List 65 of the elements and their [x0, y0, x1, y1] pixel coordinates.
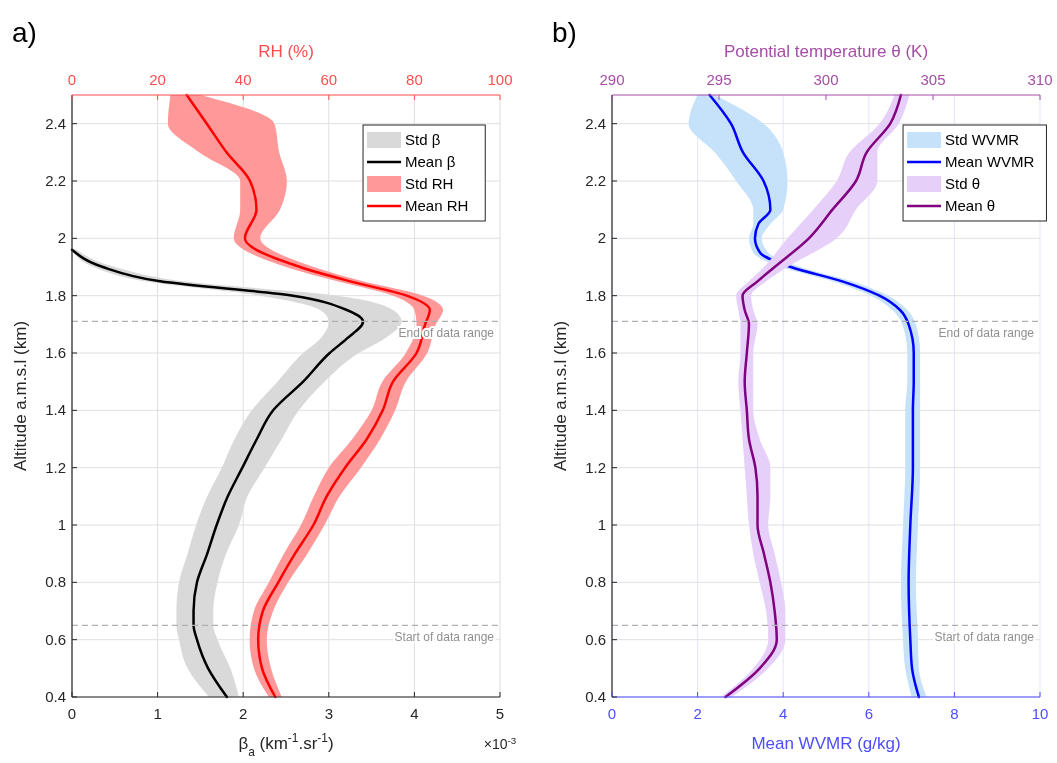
y-tick-label: 1.8: [585, 286, 606, 304]
legend-label: Std WVMR: [945, 131, 1020, 148]
y-tick-label: 1.2: [585, 458, 606, 476]
y-tick-label: 1.4: [45, 401, 66, 419]
x-axis-title: β$_{a}$ (km$^{-1}$.sr$^{-1}$): [238, 731, 334, 759]
x2-tick-label: 310: [1027, 71, 1053, 88]
legend-label: Std θ: [945, 175, 981, 192]
y-tick-label: 2.2: [585, 172, 606, 189]
x-tick-label: 3: [324, 705, 333, 722]
y-tick-label: 2.4: [585, 114, 606, 132]
y-tick-label: 0.4: [585, 688, 606, 705]
y-tick-label: 2: [597, 229, 606, 247]
x2-tick-label: 80: [406, 71, 423, 88]
y-tick-label: 0.4: [45, 688, 66, 705]
x-tick-label: 10: [1031, 705, 1049, 722]
x-tick-label: 8: [950, 705, 959, 722]
legend-label: Std RH: [405, 175, 454, 192]
text: ×10$^{-3}$: [483, 734, 517, 752]
legend-label: Mean β: [405, 153, 456, 170]
x2-axis-title: Potential temperature θ (K): [723, 42, 929, 61]
x2-tick-label: 20: [149, 71, 166, 88]
legend-label: Std β: [405, 131, 441, 148]
y-tick-label: 2.4: [45, 114, 66, 132]
x-tick-label: 2: [693, 705, 702, 722]
x-tick-label: 4: [779, 705, 788, 722]
y-tick-label: 1.6: [45, 344, 66, 361]
y-tick-label: 1: [57, 516, 66, 533]
x-tick-label: 4: [410, 705, 419, 722]
y-tick-label: 2: [57, 229, 66, 247]
x2-tick-label: 295: [706, 71, 732, 88]
x-axis-title: Mean WVMR (g/kg): [751, 734, 901, 753]
x-tick-label: 5: [495, 705, 505, 722]
y-tick-label: 2.2: [45, 172, 66, 189]
x2-tick-label: 60: [320, 71, 338, 88]
x-tick-label: 0: [67, 705, 77, 722]
ref-line-label: Start of data range: [394, 630, 495, 645]
y-tick-label: 1.4: [585, 401, 606, 419]
ref-line-label: End of data range: [938, 326, 1035, 341]
y-tick-label: 1: [597, 516, 606, 533]
y-axis-title: Altitude a.m.s.l (km): [11, 320, 30, 472]
y-tick-label: 1.8: [45, 286, 66, 304]
y-tick-label: 0.6: [585, 630, 606, 648]
chart-title: a): [12, 17, 37, 48]
x-tick-label: 1: [153, 705, 162, 722]
y-tick-label: 1.6: [585, 344, 606, 361]
x2-tick-label: 40: [234, 71, 252, 88]
x2-tick-label: 0: [67, 71, 77, 88]
legend-label: Mean RH: [405, 197, 469, 214]
x-tick-label: 0: [607, 705, 617, 722]
x2-tick-label: 300: [813, 71, 839, 88]
x2-tick-label: 290: [599, 71, 625, 88]
ref-line-label: Start of data range: [934, 630, 1035, 645]
x-tick-label: 6: [864, 705, 873, 722]
chart-title: b): [552, 17, 577, 48]
y-axis-title: Altitude a.m.s.l (km): [551, 320, 570, 472]
x-tick-label: 2: [239, 705, 248, 722]
y-tick-label: 1.2: [45, 458, 66, 476]
x2-axis-title: RH (%): [258, 42, 314, 61]
y-tick-label: 0.8: [45, 573, 66, 591]
y-tick-label: 0.8: [585, 573, 606, 591]
legend-label: Mean θ: [945, 197, 996, 214]
y-tick-label: 0.6: [45, 630, 66, 648]
x2-tick-label: 305: [920, 71, 946, 88]
legend-label: Mean WVMR: [945, 153, 1035, 170]
x2-tick-label: 100: [487, 71, 513, 88]
